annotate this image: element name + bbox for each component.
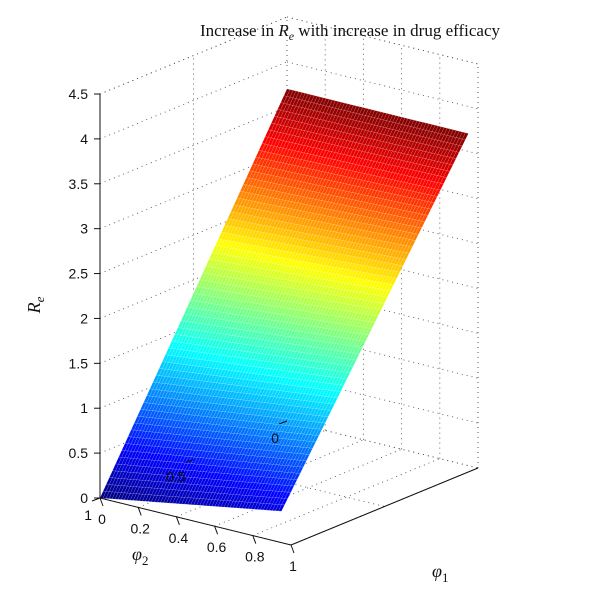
- x-tick-label: 0.4: [169, 530, 189, 546]
- x-axis-line: [99, 497, 292, 546]
- x-tick: [175, 516, 180, 525]
- grid-line: [99, 61, 288, 140]
- y-axis-line: [290, 467, 479, 546]
- y-tick: [278, 420, 288, 425]
- axis-layer: [91, 93, 479, 554]
- z-tick-label: 1: [80, 400, 88, 416]
- x-tick-label: 1: [289, 558, 297, 574]
- z-tick-label: 0.5: [69, 445, 89, 461]
- x-tick-label: 0.8: [245, 549, 265, 565]
- x-tick: [252, 535, 257, 544]
- x-tick-label: 0.2: [130, 520, 150, 536]
- z-tick-label: 3: [80, 221, 88, 237]
- y-tick-label: 0: [271, 430, 279, 446]
- y-tick-label: 0.5: [166, 469, 186, 485]
- z-tick-label: 1.5: [69, 355, 89, 371]
- z-tick-label: 4.5: [69, 86, 89, 102]
- z-tick-label: 0: [80, 490, 88, 506]
- x-tick: [99, 497, 104, 507]
- z-tick-label: 2.5: [69, 266, 89, 282]
- x-tick: [137, 507, 142, 516]
- y-tick-label: 1: [84, 507, 92, 523]
- chart-title: Increase in Re with increase in drug eff…: [200, 21, 501, 43]
- x-tick-label: 0.6: [207, 539, 227, 555]
- y-axis-label: φ2: [132, 544, 148, 568]
- x-axis-label: φ1: [432, 561, 448, 585]
- x-tick: [214, 526, 219, 535]
- surface-layer: [99, 88, 469, 512]
- z-tick-label: 4: [80, 131, 88, 147]
- z-tick-label: 2: [80, 310, 88, 326]
- x-tick-label: 0: [98, 511, 106, 527]
- label-layer: Increase in Re with increase in drug eff…: [24, 21, 501, 585]
- x-tick: [290, 544, 295, 554]
- z-tick-label: 3.5: [69, 176, 89, 192]
- surface-cell: [462, 132, 469, 140]
- y-tick: [91, 497, 101, 502]
- z-axis-label: Re: [24, 296, 47, 314]
- y-tick: [185, 459, 194, 463]
